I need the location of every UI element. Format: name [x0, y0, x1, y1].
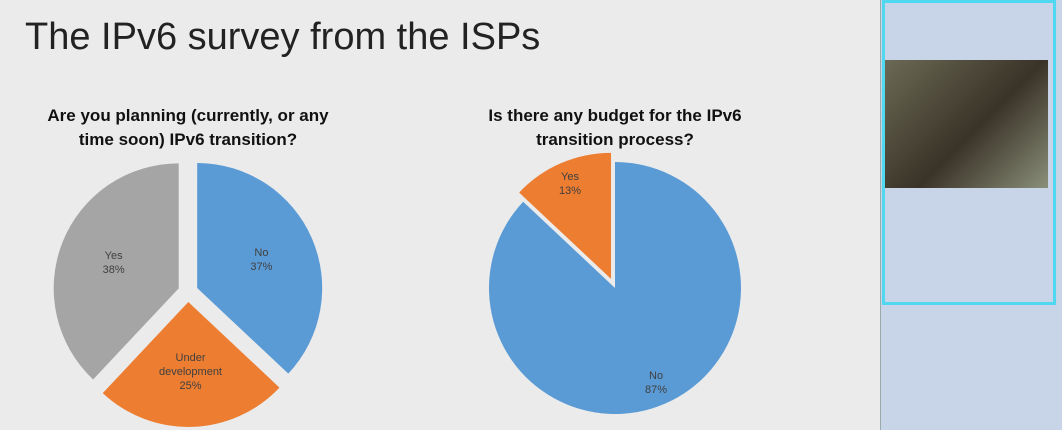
chart-title: Is there any budget for the IPv6 transit… [488, 106, 742, 149]
slice-label: Under development 25% [151, 351, 231, 393]
video-frame [882, 0, 1056, 305]
slice-value: 25% [179, 379, 202, 392]
slice-value: 13% [558, 185, 581, 197]
chart-title: Are you planning (currently, or any time… [47, 106, 329, 149]
slice-category: Yes [561, 171, 579, 183]
pie-slice [519, 152, 612, 279]
slice-value: 87% [645, 383, 668, 396]
pie-slice [102, 301, 280, 427]
slice-label: Yes 38% [74, 249, 154, 277]
slice-value: 38% [102, 263, 125, 276]
slide-title: The IPv6 survey from the ISPs [25, 16, 541, 58]
slice-category: Yes [104, 249, 123, 262]
slice-category: No [649, 369, 664, 382]
slice-label: Yes 13% [530, 170, 610, 198]
slide-charts [53, 152, 742, 427]
slice-label: No 37% [221, 246, 301, 274]
pie-slice [489, 162, 742, 415]
pie-slice [197, 163, 323, 374]
slice-category: Under development [159, 351, 222, 378]
slice-label: No 87% [616, 369, 696, 397]
slice-value: 37% [250, 261, 273, 274]
pie-slice [53, 163, 179, 380]
slice-category: No [254, 247, 269, 260]
webcam-video [885, 60, 1048, 188]
